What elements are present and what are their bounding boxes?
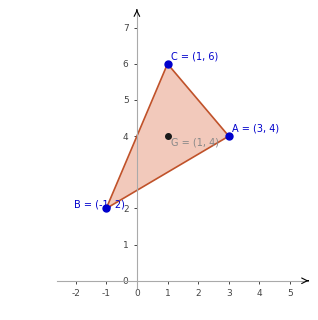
Text: A = (3, 4): A = (3, 4) (232, 124, 279, 134)
Polygon shape (106, 64, 229, 208)
Text: G = (1, 4): G = (1, 4) (170, 138, 218, 148)
Text: B = (-1, 2): B = (-1, 2) (74, 199, 125, 209)
Text: C = (1, 6): C = (1, 6) (170, 51, 218, 61)
